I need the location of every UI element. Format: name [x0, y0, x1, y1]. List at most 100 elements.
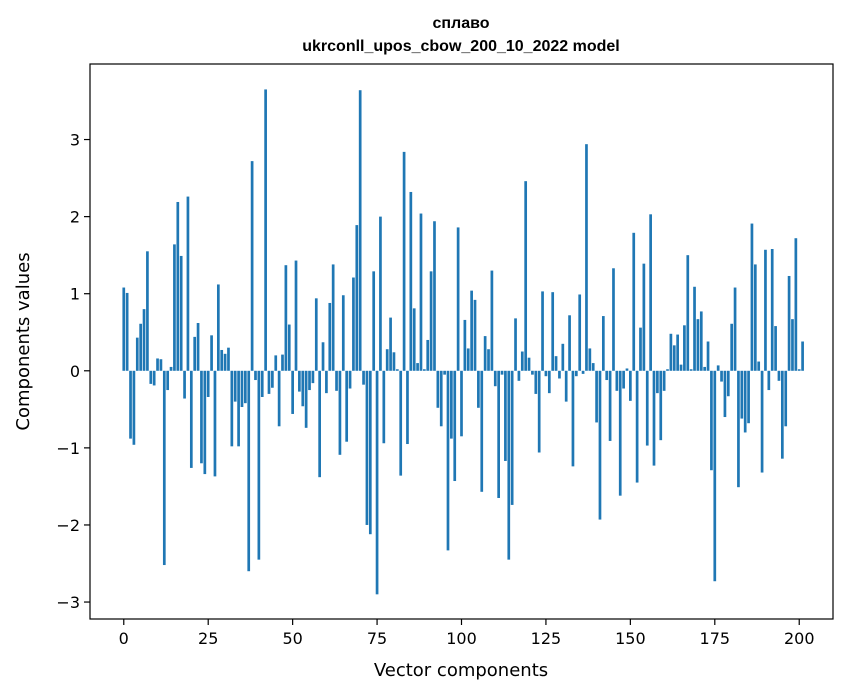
bar-38 — [250, 161, 254, 371]
bar-95 — [443, 370, 446, 375]
bar-55 — [308, 370, 311, 391]
bar-196 — [784, 370, 788, 427]
bar-170 — [696, 319, 700, 371]
bar-49 — [287, 324, 291, 371]
bar-193 — [774, 326, 777, 371]
bar-183 — [740, 370, 744, 419]
bar-148 — [622, 370, 625, 389]
bar-107 — [483, 336, 487, 371]
bar-60 — [325, 370, 328, 394]
bar-34 — [237, 370, 240, 447]
bar-194 — [777, 370, 781, 381]
bar-187 — [753, 264, 757, 371]
bar-19 — [186, 196, 190, 371]
bar-29 — [220, 349, 224, 371]
bar-81 — [395, 369, 399, 371]
bar-72 — [365, 370, 369, 525]
bar-33 — [233, 370, 237, 402]
x-axis-ticks: 0 25 50 75 100 125 150 175 200 — [119, 619, 815, 648]
bar-130 — [561, 343, 565, 371]
bar-185 — [747, 370, 750, 424]
bar-118 — [520, 351, 524, 371]
bar-89 — [423, 369, 426, 371]
bar-191 — [767, 370, 771, 391]
bar-166 — [683, 325, 686, 371]
plot-frame — [89, 63, 834, 620]
bar-80 — [392, 352, 396, 371]
bar-48 — [284, 265, 288, 371]
bar-83 — [402, 151, 406, 371]
bar-88 — [419, 213, 423, 371]
x-tick-label-150: 150 — [615, 629, 646, 648]
bar-162 — [669, 333, 673, 371]
bars-group — [122, 89, 804, 595]
bar-176 — [716, 365, 720, 371]
bar-172 — [703, 366, 707, 371]
bar-64 — [338, 370, 342, 455]
bar-171 — [699, 311, 703, 371]
y-tick-label-3: 0 — [70, 362, 80, 381]
bar-144 — [608, 370, 612, 441]
bar-59 — [321, 342, 325, 371]
bar-143 — [605, 370, 609, 381]
bar-53 — [301, 370, 305, 407]
bar-105 — [477, 370, 480, 408]
bar-73 — [368, 370, 372, 535]
bar-173 — [706, 341, 710, 371]
bar-16 — [176, 201, 180, 371]
bar-79 — [389, 317, 392, 371]
bar-52 — [298, 370, 301, 392]
bar-189 — [760, 370, 764, 473]
bar-71 — [362, 370, 365, 385]
bar-23 — [200, 370, 203, 464]
bar-154 — [642, 263, 646, 371]
bar-58 — [318, 370, 321, 478]
bar-182 — [737, 370, 740, 488]
bar-146 — [615, 370, 619, 391]
bar-179 — [726, 370, 730, 397]
bar-56 — [311, 370, 315, 384]
bar-157 — [652, 370, 656, 466]
bar-45 — [274, 355, 278, 371]
x-tick-label-125: 125 — [531, 629, 562, 648]
bar-3 — [132, 370, 136, 445]
bar-78 — [385, 349, 389, 371]
bar-110 — [493, 370, 497, 387]
bar-200 — [797, 369, 801, 371]
bar-126 — [547, 370, 551, 394]
chart-subtitle: ukrconll_upos_cbow_200_10_2022 model — [302, 38, 619, 55]
bar-169 — [693, 286, 696, 371]
bar-69 — [355, 225, 359, 371]
bar-25 — [206, 370, 210, 397]
bar-96 — [446, 370, 450, 551]
x-axis-label: Vector components — [374, 660, 548, 681]
bar-99 — [456, 227, 460, 371]
bar-86 — [412, 308, 416, 371]
y-tick-label-0: −3 — [56, 593, 80, 612]
bar-167 — [686, 255, 690, 371]
bar-141 — [598, 370, 602, 520]
bar-24 — [203, 370, 207, 475]
bar-30 — [223, 353, 227, 371]
bar-121 — [531, 370, 534, 375]
bar-197 — [787, 275, 791, 371]
bar-158 — [656, 370, 659, 394]
y-axis-ticks: −3 −2 −1 0 1 2 3 — [56, 131, 90, 612]
bar-147 — [618, 370, 622, 496]
bar-163 — [672, 345, 676, 371]
bar-94 — [439, 370, 443, 427]
bar-145 — [612, 268, 615, 371]
bar-152 — [635, 370, 639, 483]
bar-132 — [568, 315, 571, 371]
bar-22 — [196, 323, 200, 371]
bar-74 — [372, 271, 376, 371]
bar-14 — [169, 366, 173, 371]
bar-92 — [433, 221, 436, 371]
bar-39 — [254, 370, 257, 381]
bar-102 — [466, 348, 470, 371]
bar-135 — [578, 294, 582, 371]
bar-41 — [260, 370, 264, 397]
bar-0 — [122, 287, 126, 371]
bar-100 — [460, 370, 463, 437]
